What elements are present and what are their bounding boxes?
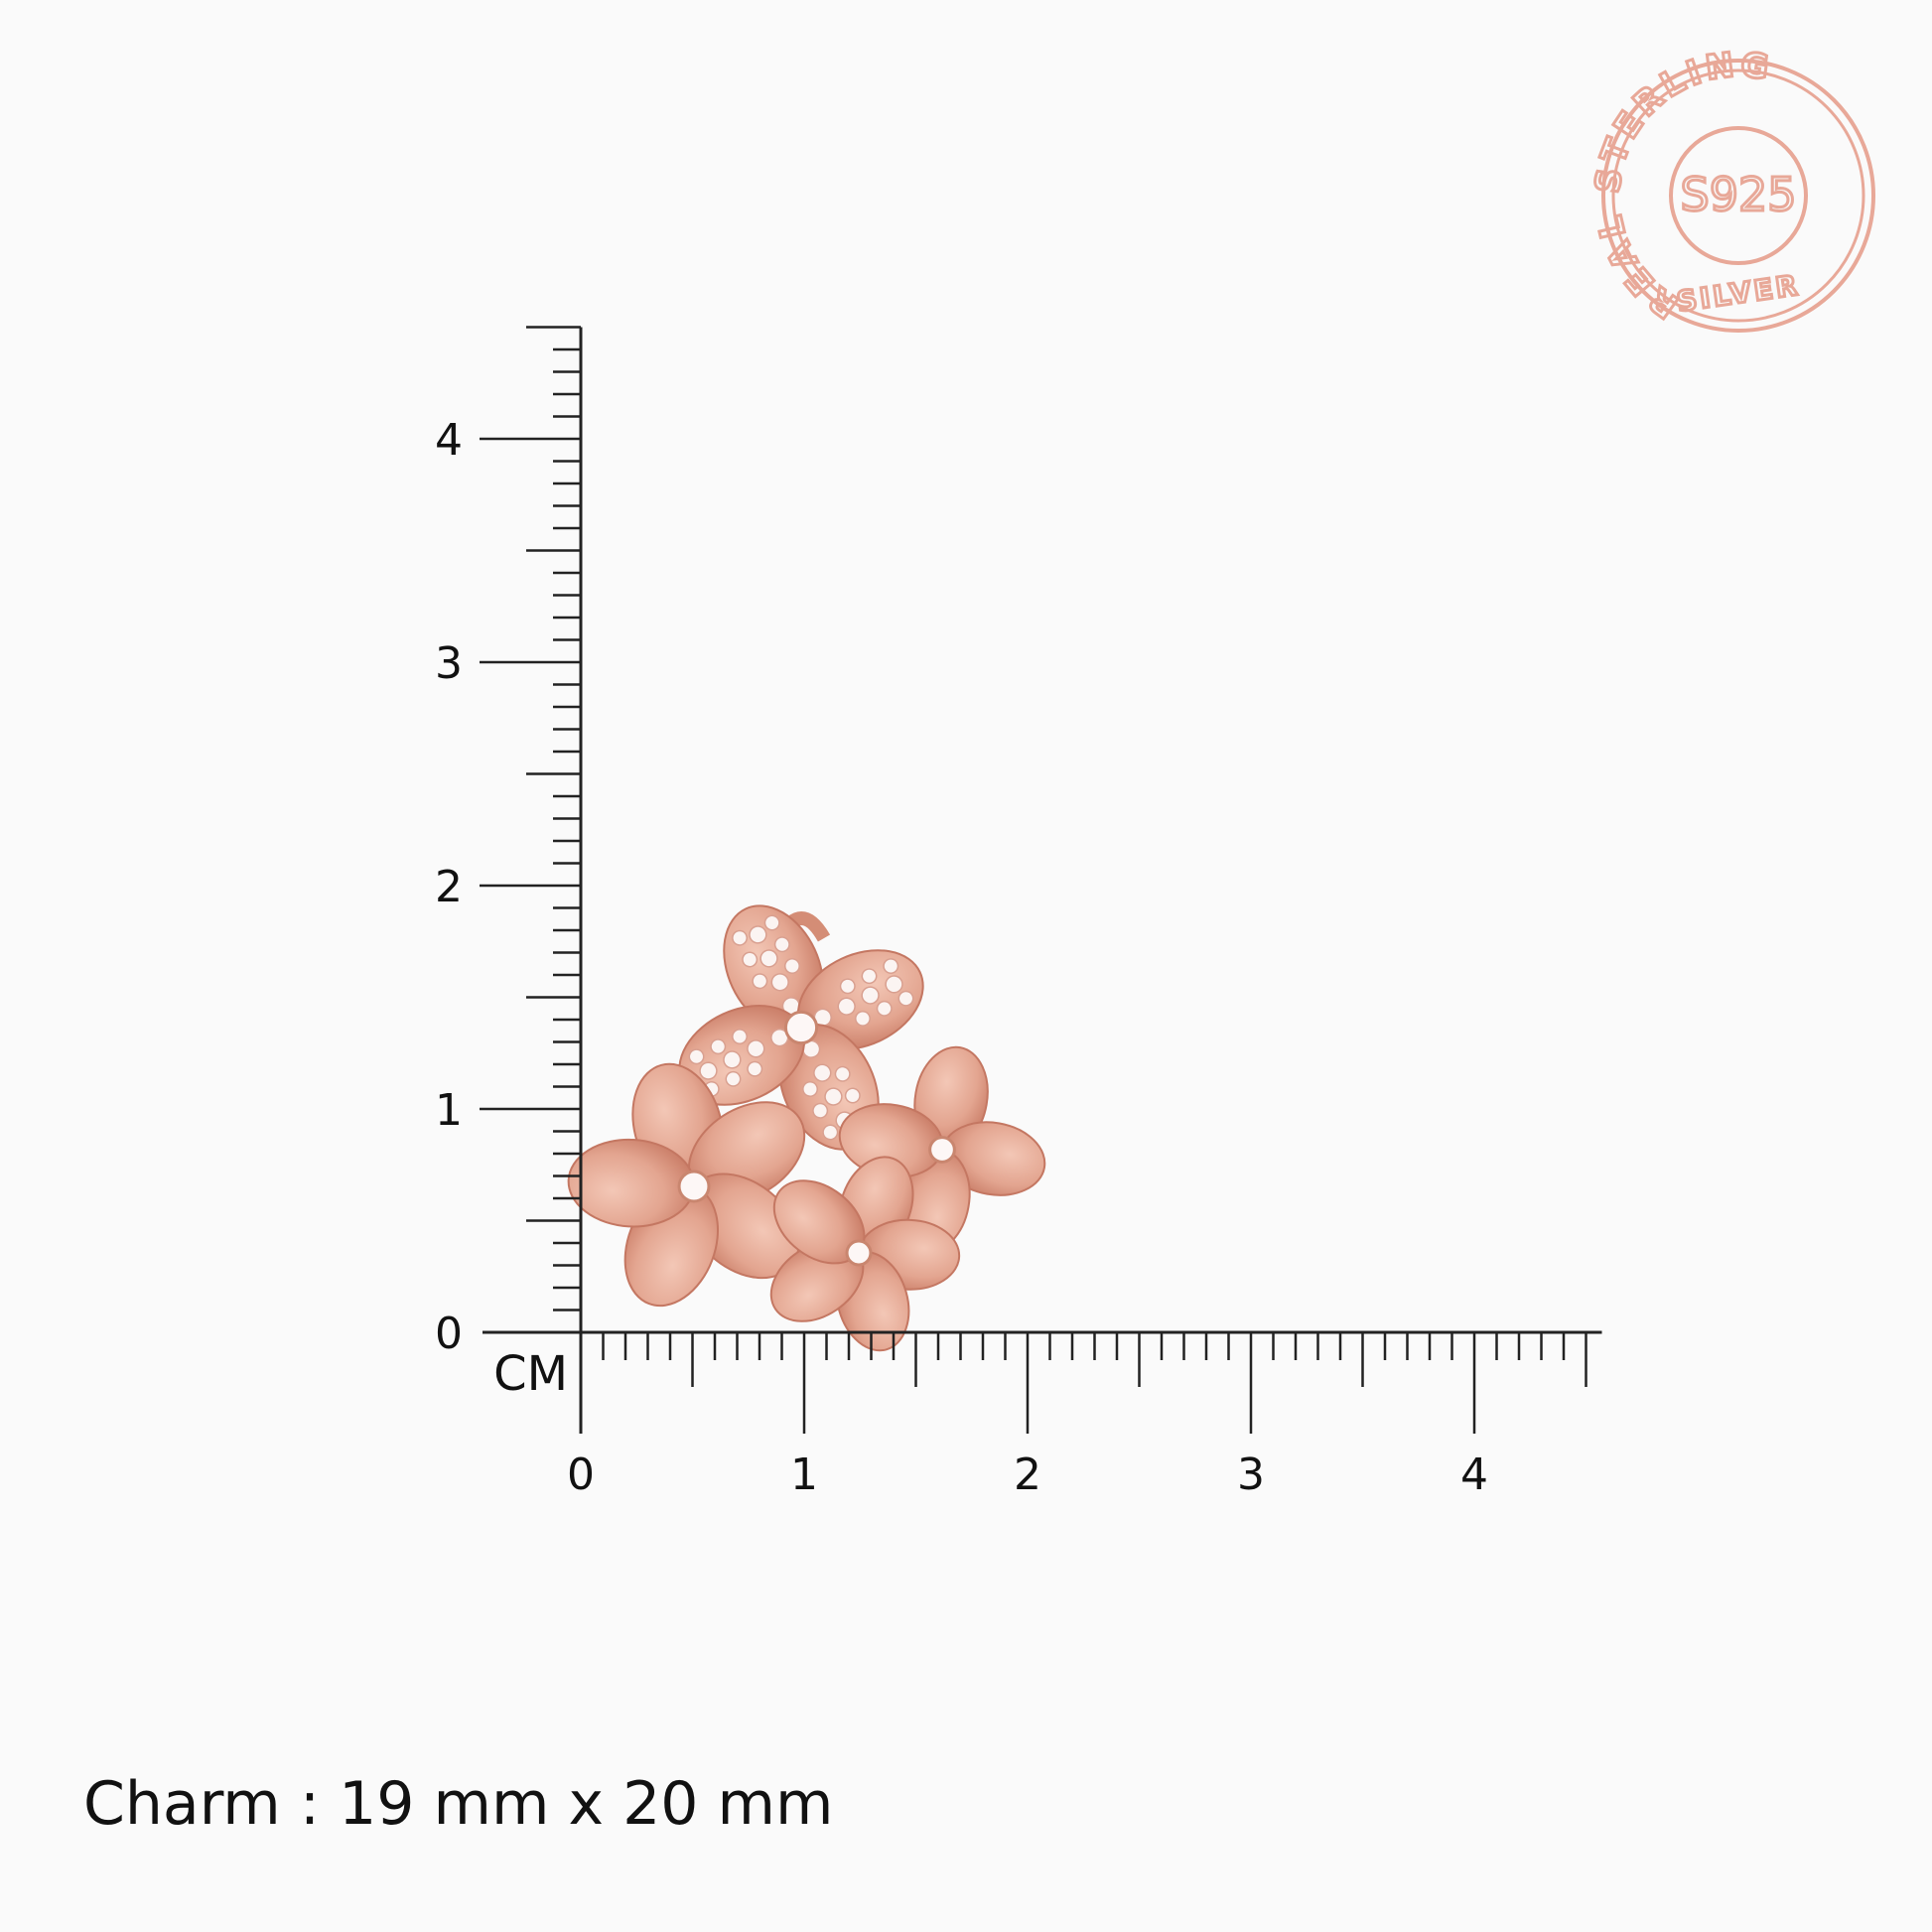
stone — [752, 973, 768, 990]
size-caption: Charm : 19 mm x 20 mm — [83, 1769, 834, 1839]
stone — [855, 1011, 871, 1027]
stamp-center-text: S925 — [1681, 168, 1797, 221]
x-tick-label: 3 — [1237, 1449, 1265, 1500]
flower — [769, 1156, 961, 1352]
flower — [567, 1062, 806, 1308]
stone — [844, 1087, 861, 1104]
stone — [699, 1061, 718, 1080]
x-tick-label: 0 — [567, 1449, 595, 1500]
stone — [732, 929, 748, 946]
stone — [885, 975, 903, 994]
stone — [813, 1063, 832, 1082]
stone — [897, 990, 914, 1007]
y-tick-label: 1 — [435, 1085, 463, 1136]
cm-ruler: 0 1 2 3 4 0 1 2 3 4 CM — [435, 326, 1602, 1500]
stone — [749, 925, 767, 944]
x-tick-label: 2 — [1014, 1449, 1041, 1500]
sterling-silver-stamp: REAL STERLING S925 SILVER — [1587, 44, 1875, 333]
stone — [802, 1081, 818, 1097]
stone — [732, 1029, 748, 1044]
center-stone — [677, 1170, 711, 1203]
stone — [747, 1060, 763, 1077]
center-stone — [928, 1136, 956, 1164]
y-tick-label: 2 — [435, 862, 463, 912]
stone — [710, 1038, 727, 1055]
stone — [861, 968, 878, 985]
y-tick-label: 0 — [435, 1309, 463, 1359]
x-tick-label: 1 — [790, 1449, 818, 1500]
stamp-bottom-text: SILVER — [1675, 268, 1802, 318]
stone — [861, 986, 880, 1005]
center-stone — [845, 1239, 873, 1267]
stone — [834, 1065, 851, 1082]
stone — [837, 997, 856, 1016]
stone — [784, 958, 800, 974]
unit-label: CM — [493, 1346, 568, 1402]
stone — [839, 978, 856, 995]
stone — [742, 951, 759, 968]
y-tick-label: 4 — [435, 415, 463, 466]
flower-charm-image — [567, 904, 1046, 1352]
stone — [763, 914, 780, 931]
stone — [747, 1039, 765, 1058]
stone — [770, 973, 789, 992]
stone — [812, 1102, 829, 1119]
center-stone — [783, 1010, 819, 1045]
stone — [876, 1000, 893, 1017]
stone — [759, 949, 778, 968]
stone — [725, 1070, 742, 1087]
stone — [824, 1087, 843, 1106]
stone — [773, 936, 790, 953]
stone — [883, 958, 899, 974]
x-tick-label: 4 — [1460, 1449, 1488, 1500]
flower — [678, 904, 924, 1151]
stone — [688, 1048, 705, 1065]
stone — [723, 1050, 742, 1069]
stone — [822, 1124, 839, 1141]
y-tick-label: 3 — [435, 638, 463, 689]
